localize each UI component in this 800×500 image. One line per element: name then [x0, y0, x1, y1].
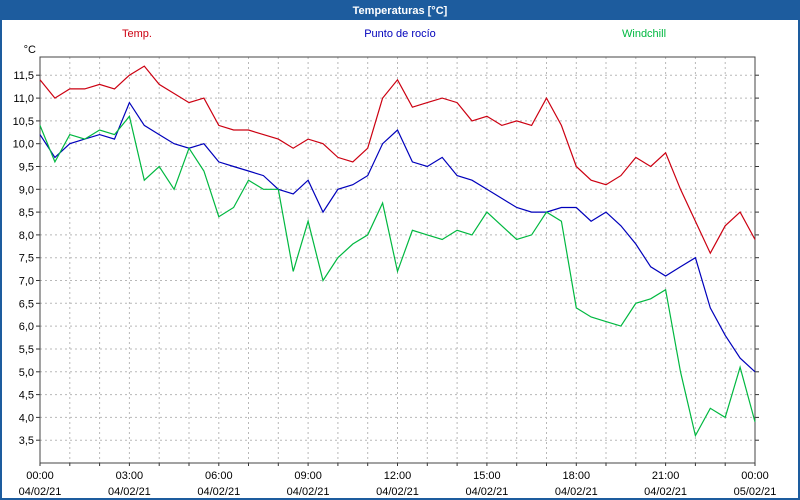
chart-legend: Temp. Punto de rocío Windchill	[2, 28, 798, 42]
svg-text:04/02/21: 04/02/21	[644, 486, 687, 498]
window-titlebar: Temperaturas [°C]	[2, 2, 798, 20]
svg-text:04/02/21: 04/02/21	[19, 486, 62, 498]
svg-text:03:00: 03:00	[116, 470, 144, 482]
svg-text:9,5: 9,5	[19, 162, 34, 174]
svg-text:6,0: 6,0	[19, 321, 34, 333]
legend-windchill: Windchill	[622, 28, 667, 40]
svg-text:21:00: 21:00	[652, 470, 680, 482]
svg-text:00:00: 00:00	[741, 470, 769, 482]
svg-text:11,0: 11,0	[13, 93, 34, 105]
legend-temp: Temp.	[122, 28, 152, 40]
svg-text:18:00: 18:00	[563, 470, 591, 482]
svg-text:04/02/21: 04/02/21	[555, 486, 598, 498]
svg-text:12:00: 12:00	[384, 470, 412, 482]
svg-text:10,0: 10,0	[13, 139, 34, 151]
legend-dewpoint: Punto de rocío	[364, 28, 436, 40]
svg-text:°C: °C	[24, 44, 36, 56]
svg-text:3,5: 3,5	[19, 435, 34, 447]
window-title: Temperaturas [°C]	[352, 5, 448, 17]
svg-text:6,5: 6,5	[19, 298, 34, 310]
svg-text:06:00: 06:00	[205, 470, 233, 482]
chart-svg: 3,5 4,0 4,5 5,0 5,5 6,0 6,5 7,0 7,5 8,0 8,5 9,0 9,5 1…	[13, 44, 777, 498]
svg-text:7,0: 7,0	[19, 276, 34, 288]
svg-text:10,5: 10,5	[13, 116, 34, 128]
svg-text:15:00: 15:00	[473, 470, 501, 482]
svg-text:04/02/21: 04/02/21	[376, 486, 419, 498]
svg-text:04/02/21: 04/02/21	[197, 486, 240, 498]
svg-text:5,5: 5,5	[19, 344, 34, 356]
svg-text:04/02/21: 04/02/21	[287, 486, 330, 498]
svg-text:9,0: 9,0	[19, 184, 34, 196]
svg-text:7,5: 7,5	[19, 253, 34, 265]
svg-text:8,0: 8,0	[19, 230, 34, 242]
svg-text:00:00: 00:00	[26, 470, 54, 482]
svg-text:4,5: 4,5	[19, 390, 34, 402]
svg-text:09:00: 09:00	[294, 470, 322, 482]
svg-text:04/02/21: 04/02/21	[108, 486, 151, 498]
svg-text:05/02/21: 05/02/21	[734, 486, 777, 498]
svg-text:4,0: 4,0	[19, 412, 34, 424]
svg-text:04/02/21: 04/02/21	[465, 486, 508, 498]
svg-text:5,0: 5,0	[19, 367, 34, 379]
svg-text:11,5: 11,5	[13, 70, 34, 82]
svg-text:8,5: 8,5	[19, 207, 34, 219]
